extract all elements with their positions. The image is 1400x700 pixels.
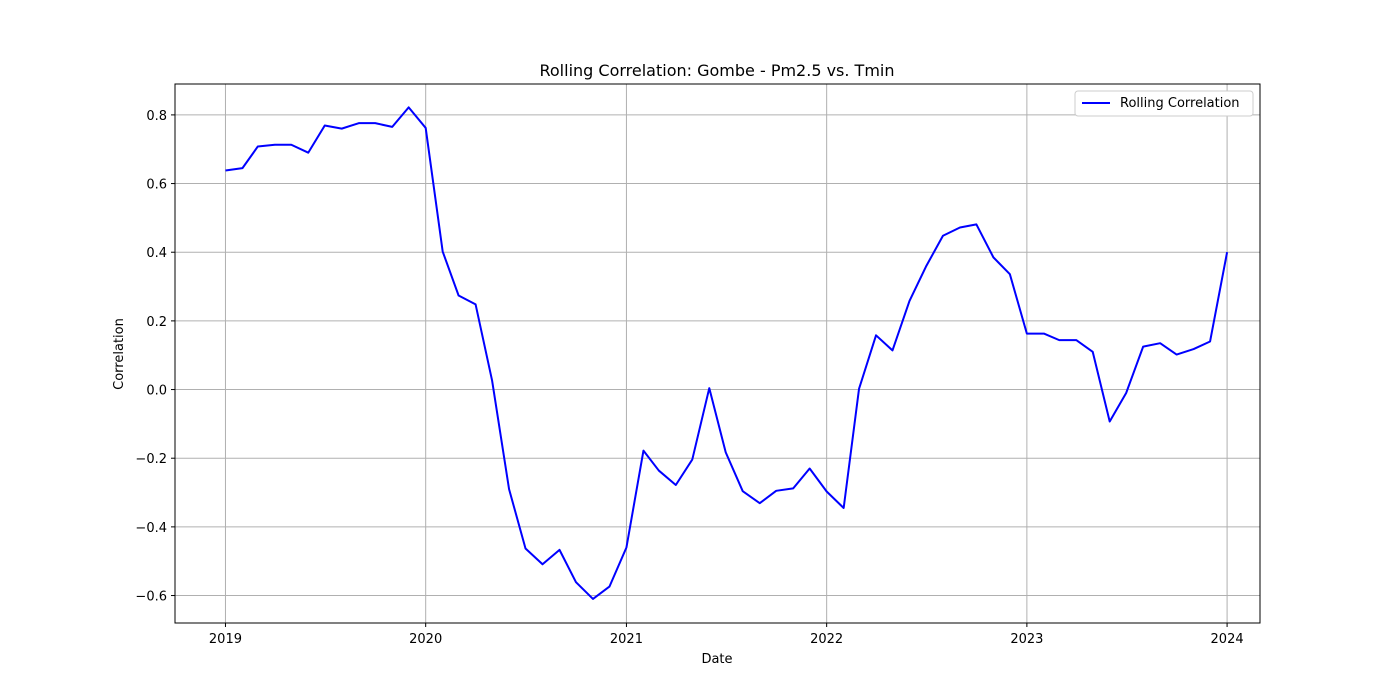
x-axis-label: Date [701, 652, 732, 667]
y-tick-label: −0.2 [135, 452, 167, 467]
x-tick-label: 2024 [1211, 632, 1244, 647]
series-layer [225, 106, 1229, 600]
x-tick-label: 2020 [409, 632, 442, 647]
legend: Rolling Correlation [1074, 90, 1254, 117]
x-tick-label: 2019 [209, 632, 242, 647]
y-tick-label: 0.8 [146, 109, 167, 124]
chart-title: Rolling Correlation: Gombe - Pm2.5 vs. T… [539, 61, 894, 80]
legend-box [1074, 90, 1254, 117]
y-tick-label: −0.4 [135, 521, 167, 536]
y-axis-label: Correlation [112, 318, 127, 390]
x-axis: 2019 2020 2021 2022 2023 2024 [209, 623, 1244, 647]
x-tick-label: 2022 [810, 632, 843, 647]
y-tick-label: 0.6 [146, 178, 167, 193]
y-axis: −0.6 −0.4 −0.2 0.0 0.2 0.4 0.6 0.8 [135, 109, 175, 605]
legend-label: Rolling Correlation [1120, 96, 1240, 111]
series-line [225, 106, 1229, 600]
y-tick-label: 0.2 [146, 315, 167, 330]
y-tick-label: 0.0 [146, 384, 167, 399]
y-tick-label: 0.4 [146, 246, 167, 261]
x-tick-label: 2023 [1010, 632, 1043, 647]
x-tick-label: 2021 [610, 632, 643, 647]
y-tick-label: −0.6 [135, 590, 167, 605]
grid [175, 84, 1260, 623]
plot-frame [174, 83, 1261, 624]
